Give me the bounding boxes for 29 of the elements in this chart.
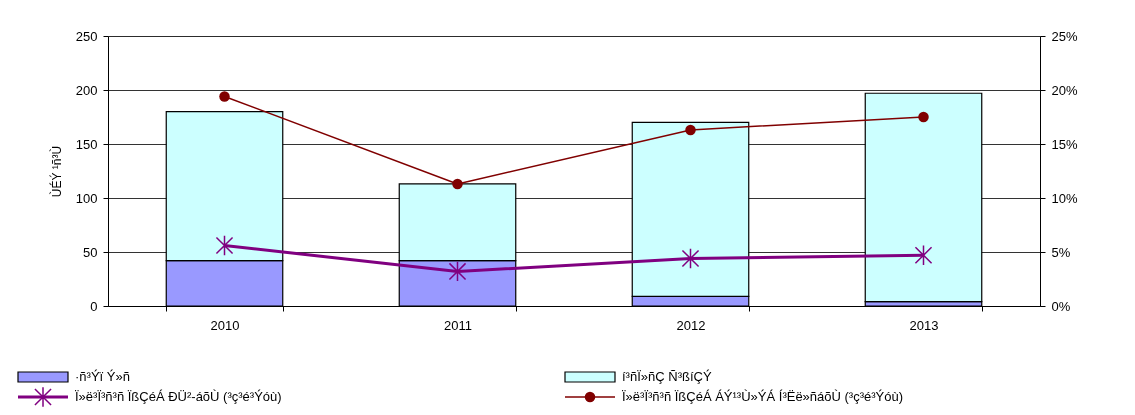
point	[448, 261, 467, 282]
y-tick-label: 250	[75, 28, 98, 44]
point	[685, 124, 696, 136]
point	[681, 248, 700, 269]
point	[219, 91, 230, 102]
x-tick-label: 2010	[210, 317, 240, 333]
y2-tick-label: 25%	[1051, 28, 1078, 44]
y2-tick-label: 10%	[1051, 190, 1078, 206]
legend-label: Ï»ë³Ï³ñ³ñ ÏßÇéÁ ÁÝ¹³Ù»ÝÁ Í³Ëë»ñáõÙ (³ç³é³Ýóù)	[622, 389, 904, 404]
y-tick-label: 100	[75, 190, 98, 206]
point	[918, 111, 929, 123]
x-tick-label: 2011	[444, 317, 472, 333]
y-tick-label: 0	[90, 298, 98, 314]
point	[452, 178, 463, 190]
point	[215, 235, 234, 256]
y-axis-title: ÙÉÝ ¹ñ³Ù	[48, 145, 64, 198]
y2-tick-label: 5%	[1051, 244, 1071, 260]
y2-tick-label: 0%	[1051, 298, 1071, 314]
legend-label: ·ñ³Ýï Ý»ñ	[75, 369, 130, 384]
x-tick-label: 2012	[676, 317, 706, 333]
y-tick-label: 200	[75, 82, 98, 98]
x-tick-label: 2013	[909, 317, 939, 333]
point	[914, 244, 933, 266]
y2-tick-label: 20%	[1051, 82, 1078, 98]
y2-tick-label: 15%	[1051, 136, 1078, 152]
y-tick-label: 150	[75, 136, 98, 152]
legend-label: Ï»ë³Ï³ñ³ñ ÏßÇéÁ ÐÜ²-áõÙ (³ç³é³Ýóù)	[75, 389, 282, 404]
y-tick-label: 50	[83, 244, 98, 260]
legend-label: í³ñÏ»ñÇ Ñ³ßíÇÝ	[622, 369, 712, 384]
